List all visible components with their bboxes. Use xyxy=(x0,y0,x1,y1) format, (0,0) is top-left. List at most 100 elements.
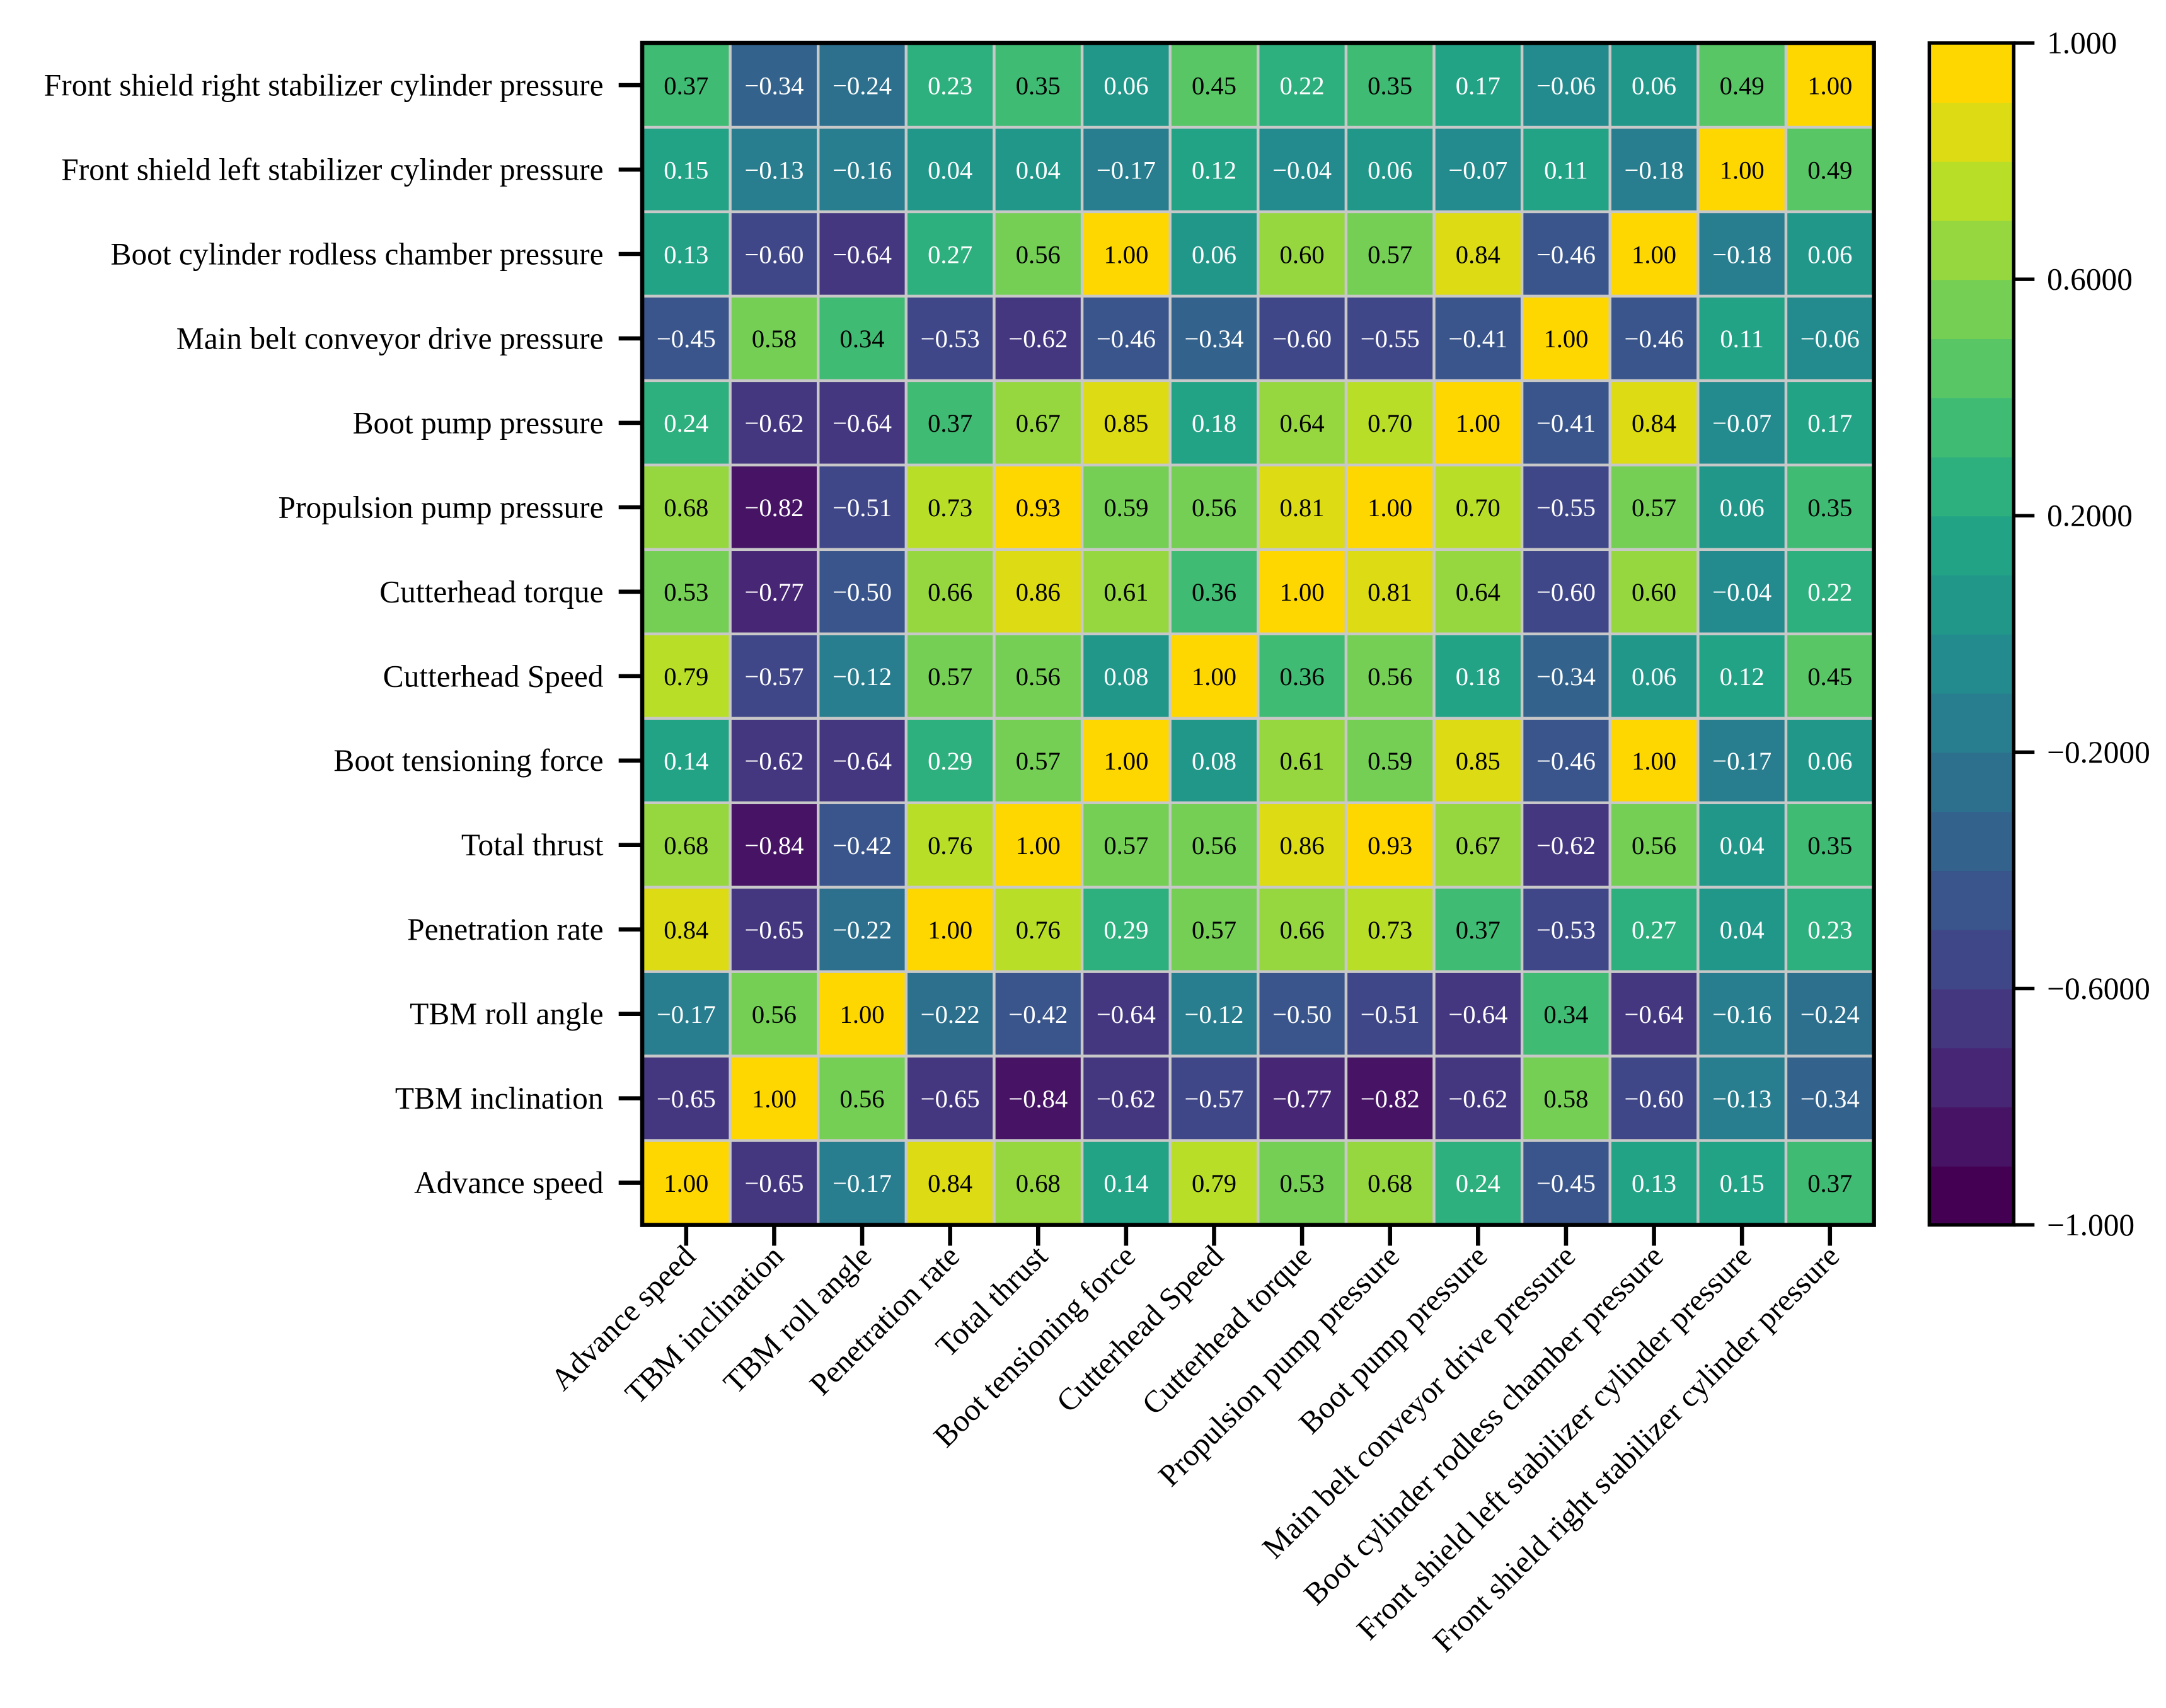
heatmap-cell xyxy=(640,970,732,1058)
cell-value-label: 0.22 xyxy=(1807,578,1852,606)
cell-value-label: 1.00 xyxy=(1456,409,1501,437)
cell-value-label: 1.00 xyxy=(1103,240,1148,268)
heatmap-cell xyxy=(817,970,908,1058)
heatmap-cell xyxy=(1080,632,1172,720)
cell-value-label: −0.60 xyxy=(1625,1085,1684,1113)
cell-value-label: −0.06 xyxy=(1536,71,1596,100)
cell-value-label: 0.57 xyxy=(1632,493,1676,522)
colorbar-tick-label: −0.6000 xyxy=(2047,971,2150,1006)
cell-value-label: −0.07 xyxy=(1712,409,1771,437)
cell-value-label: −0.16 xyxy=(1712,1000,1771,1029)
x-tick-label: Front shield right stabilizer cylinder p… xyxy=(1426,1238,1846,1659)
heatmap-cell xyxy=(904,632,996,720)
colorbar-band xyxy=(1929,1107,2014,1167)
heatmap-cell xyxy=(1608,379,1700,467)
heatmap-cell xyxy=(1520,717,1611,804)
cell-value-label: 0.36 xyxy=(1280,662,1325,691)
cell-value-label: 0.84 xyxy=(1456,240,1501,268)
cell-value-label: 0.85 xyxy=(1456,747,1501,775)
cell-value-label: 0.04 xyxy=(928,156,972,184)
heatmap-cell xyxy=(1697,294,1788,383)
colorbar-band xyxy=(1929,516,2014,576)
heatmap-cell xyxy=(1520,886,1611,973)
cell-value-label: 0.37 xyxy=(928,409,972,437)
colorbar-band xyxy=(1929,811,2014,872)
cell-value-label: 0.37 xyxy=(664,71,708,100)
heatmap-cell xyxy=(1344,294,1436,383)
cell-value-label: −0.64 xyxy=(1448,1000,1507,1029)
heatmap-cell xyxy=(1432,41,1524,129)
colorbar-tick-label: −1.000 xyxy=(2047,1208,2134,1242)
x-tick-label: Penetration rate xyxy=(803,1238,966,1402)
cell-value-label: 0.22 xyxy=(1280,71,1325,100)
cell-value-label: 0.68 xyxy=(1016,1169,1061,1197)
cell-value-label: −0.64 xyxy=(832,409,892,437)
cell-value-label: 0.85 xyxy=(1103,409,1148,437)
heatmap-cell xyxy=(1520,1054,1611,1142)
cell-value-label: −0.77 xyxy=(744,578,804,606)
cell-value-label: 0.37 xyxy=(1807,1169,1852,1197)
cell-value-label: 0.06 xyxy=(1368,156,1412,184)
cell-value-label: 0.81 xyxy=(1368,578,1412,606)
cell-value-label: −0.17 xyxy=(657,1000,716,1029)
cell-value-label: 0.06 xyxy=(1720,493,1765,522)
cell-value-label: −0.12 xyxy=(1185,1000,1244,1029)
cell-value-label: −0.55 xyxy=(1536,493,1596,522)
cell-value-label: 0.56 xyxy=(1192,831,1236,860)
colorbar-band xyxy=(1929,101,2014,162)
heatmap-cell xyxy=(993,886,1084,973)
colorbar-band xyxy=(1929,456,2014,517)
cell-value-label: 0.29 xyxy=(928,747,972,775)
heatmap-cell xyxy=(993,548,1084,636)
cell-value-label: 0.24 xyxy=(1456,1169,1501,1197)
cell-value-label: −0.82 xyxy=(744,493,804,522)
cell-value-label: −0.42 xyxy=(1008,1000,1068,1029)
cell-value-label: 0.15 xyxy=(664,156,708,184)
heatmap-cell xyxy=(1697,548,1788,636)
heatmap-cell xyxy=(1080,801,1172,889)
heatmap-cell xyxy=(729,886,820,973)
cell-value-label: −0.62 xyxy=(744,409,804,437)
heatmap-cell xyxy=(1432,632,1524,720)
cell-value-label: 0.08 xyxy=(1192,747,1236,775)
cell-value-label: −0.62 xyxy=(1536,831,1596,860)
cell-value-label: 1.00 xyxy=(1720,156,1765,184)
cell-value-label: −0.84 xyxy=(1008,1085,1068,1113)
heatmap-cell xyxy=(1697,379,1788,467)
colorbar-tick-label: 1.000 xyxy=(2047,26,2117,61)
heatmap-cell xyxy=(993,294,1084,383)
y-tick-label: Boot tensioning force xyxy=(333,743,603,778)
cell-value-label: 1.00 xyxy=(928,916,972,944)
cell-value-label: 0.56 xyxy=(1016,240,1061,268)
heatmap-cell xyxy=(1168,886,1260,973)
heatmap-cell xyxy=(1080,1139,1172,1226)
y-tick-label: Propulsion pump pressure xyxy=(279,490,604,524)
cell-value-label: −0.17 xyxy=(1097,156,1156,184)
heatmap-cell xyxy=(1080,970,1172,1058)
cell-value-label: 1.00 xyxy=(752,1085,797,1113)
y-tick-label: Cutterhead Speed xyxy=(383,659,604,693)
heatmap-cell xyxy=(1608,970,1700,1058)
cell-value-label: 0.68 xyxy=(1368,1169,1412,1197)
cell-value-label: 1.00 xyxy=(1280,578,1325,606)
heatmap-cell xyxy=(1784,970,1875,1058)
heatmap-cell xyxy=(1080,463,1172,551)
cell-value-label: 1.00 xyxy=(1543,325,1588,353)
cell-value-label: −0.22 xyxy=(921,1000,980,1029)
cell-value-label: 0.81 xyxy=(1280,493,1325,522)
heatmap-cell xyxy=(1257,1054,1348,1142)
cell-value-label: 0.45 xyxy=(1192,71,1236,100)
x-tick-label: Main belt conveyor drive pressure xyxy=(1255,1238,1582,1565)
cell-value-label: −0.84 xyxy=(744,831,804,860)
heatmap-cell xyxy=(640,632,732,720)
cell-value-label: 0.56 xyxy=(752,1000,797,1029)
cell-value-label: 1.00 xyxy=(1807,71,1852,100)
heatmap-cell xyxy=(1432,886,1524,973)
y-tick-label: TBM inclination xyxy=(395,1081,604,1116)
cell-value-label: −0.64 xyxy=(832,240,892,268)
cell-value-label: −0.22 xyxy=(832,916,892,944)
cell-value-label: −0.62 xyxy=(744,747,804,775)
cell-value-label: 0.58 xyxy=(752,325,797,353)
heatmap-cell xyxy=(1608,548,1700,636)
